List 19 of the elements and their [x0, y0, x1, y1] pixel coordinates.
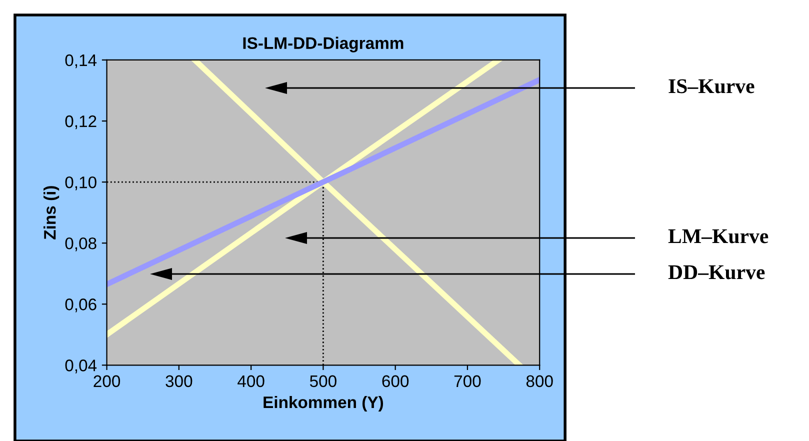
x-tick-label: 600: [382, 375, 409, 388]
x-axis-title: Einkommen (Y): [264, 396, 384, 412]
y-tick-label: 0,14: [65, 54, 97, 68]
y-tick-label: 0,04: [65, 360, 97, 374]
y-tick-label: 0,06: [65, 298, 96, 312]
y-tick-label: 0,10: [65, 176, 96, 190]
text: IS–Kurve: [668, 79, 754, 94]
x-tick-label: 200: [94, 375, 120, 388]
y-tick-label: 0,12: [65, 115, 96, 130]
y-axis-title: Zins (i): [44, 186, 60, 240]
x-tick-label: 700: [454, 375, 481, 388]
chart-title: IS-LM-DD-Diagramm: [243, 36, 404, 52]
x-tick-label: 800: [526, 375, 553, 388]
x-tick-label: 400: [238, 375, 264, 388]
x-tick-label: 500: [310, 375, 336, 388]
text: DD–Kurve: [668, 265, 765, 280]
x-tick-label: 300: [166, 375, 192, 388]
text: LM–Kurve: [668, 229, 768, 244]
y-tick-label: 0,08: [65, 237, 96, 252]
